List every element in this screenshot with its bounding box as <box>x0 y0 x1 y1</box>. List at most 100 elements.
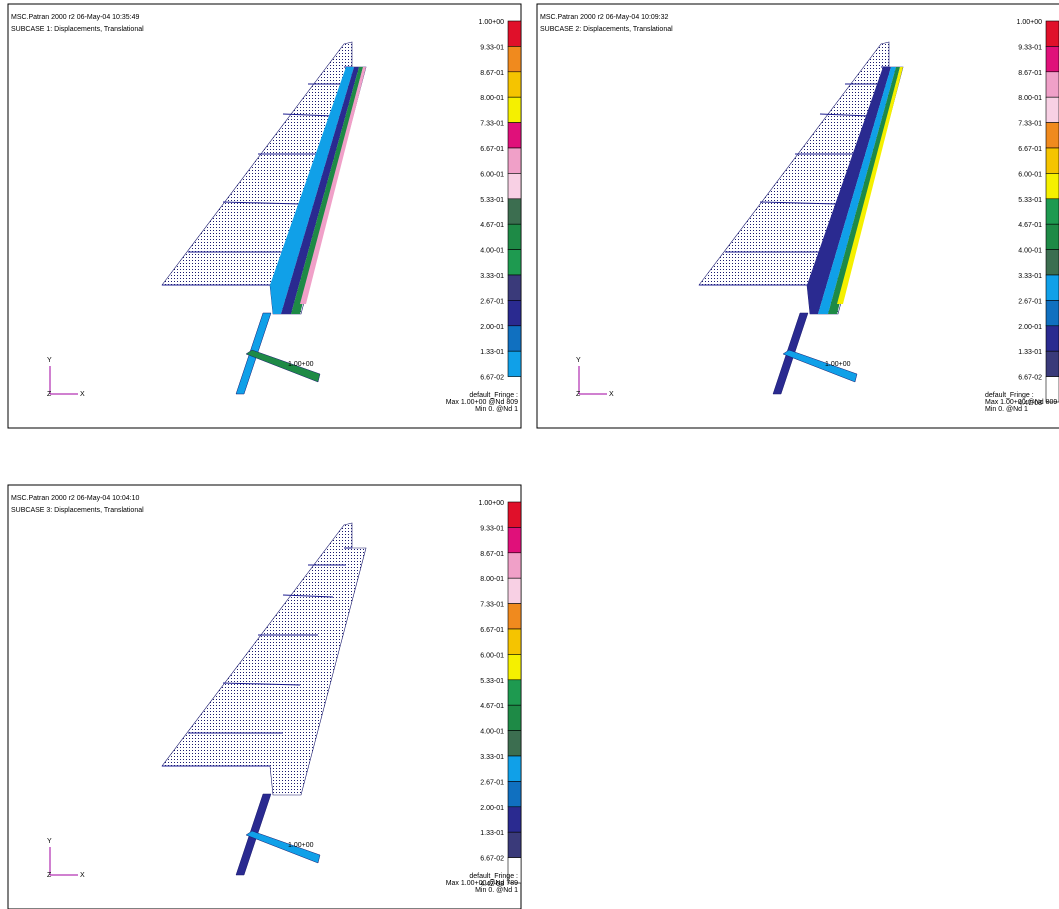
legend-swatch <box>507 198 522 225</box>
tail-plane <box>245 830 321 864</box>
tail-plane <box>245 349 321 383</box>
legend-swatch <box>1045 20 1059 47</box>
wing-model: 1.00+00 <box>161 41 367 395</box>
fringe-strip <box>270 67 354 314</box>
axis-label: Z <box>47 872 52 879</box>
legend-swatch <box>507 857 522 884</box>
legend-swatch <box>1045 147 1059 174</box>
legend-label: 9.33-01 <box>480 525 504 532</box>
legend-label: 1.33-01 <box>480 830 504 837</box>
max-marker-label: 1.00+00 <box>288 842 314 849</box>
legend-label: 8.00-01 <box>480 576 504 583</box>
axis-label: Y <box>576 357 581 364</box>
legend-swatch <box>507 300 522 327</box>
panel: MSC.Patran 2000 r2 06-May-04 10:04:10 SUB… <box>7 484 522 909</box>
legend-swatch <box>507 96 522 123</box>
wing-model: 1.00+00 <box>698 41 904 395</box>
legend-label: 5.33-01 <box>480 678 504 685</box>
legend-label: 8.67-01 <box>1018 70 1042 77</box>
legend-swatch <box>507 350 522 377</box>
legend-label: 4.47-08 <box>480 881 504 888</box>
legend-swatch <box>507 552 522 579</box>
legend-label: 6.67-02 <box>1018 375 1042 382</box>
legend-swatch <box>507 122 522 149</box>
legend-swatch <box>507 527 522 554</box>
legend-swatch <box>507 46 522 73</box>
legend-swatch <box>1045 249 1059 276</box>
legend-swatch <box>507 71 522 98</box>
legend-swatch <box>1045 376 1059 403</box>
legend-label: 3.33-01 <box>480 754 504 761</box>
legend-label: 8.67-01 <box>480 70 504 77</box>
legend-label: 4.00-01 <box>480 248 504 255</box>
fringe-strip <box>291 67 363 314</box>
legend-label: 6.67-02 <box>480 375 504 382</box>
legend-swatch <box>1045 122 1059 149</box>
footer-line: Max 1.00+00 @Nd 809 <box>446 399 518 406</box>
legend-swatch <box>1045 96 1059 123</box>
axis-label: X <box>80 872 85 879</box>
header-line: MSC.Patran 2000 r2 06-May-04 10:09:32 <box>540 14 669 21</box>
legend-label: 2.67-01 <box>480 779 504 786</box>
rib-line <box>759 201 838 205</box>
axis-label: Z <box>576 391 581 398</box>
legend-swatch <box>1045 350 1059 377</box>
legend-swatch <box>1045 274 1059 301</box>
wing-mesh <box>161 522 367 796</box>
legend-swatch <box>507 679 522 706</box>
legend-label: 4.67-01 <box>480 703 504 710</box>
header-line: MSC.Patran 2000 r2 06-May-04 10:04:10 <box>11 495 140 502</box>
legend-swatch <box>1045 198 1059 225</box>
legend-swatch <box>507 730 522 757</box>
legend-label: 9.33-01 <box>480 44 504 51</box>
legend-label: 8.67-01 <box>480 551 504 558</box>
legend-label: 3.33-01 <box>1018 273 1042 280</box>
footer-line: Max 1.00+00 @Nd 789 <box>446 880 518 887</box>
legend-swatch <box>507 603 522 630</box>
legend-label: 9.33-01 <box>1018 44 1042 51</box>
legend-label: 1.33-01 <box>480 349 504 356</box>
legend-swatch <box>507 781 522 808</box>
axis-label: Y <box>47 838 52 845</box>
legend-label: 2.67-01 <box>480 298 504 305</box>
legend-label: 4.67-01 <box>1018 222 1042 229</box>
panel: MSC.Patran 2000 r2 06-May-04 10:35:49 SUB… <box>7 3 522 429</box>
rib-line <box>282 594 334 598</box>
legend-label: 7.33-01 <box>480 121 504 128</box>
footer-line: Min 0. @Nd 1 <box>475 887 518 894</box>
legend-label: 7.33-01 <box>1018 121 1042 128</box>
legend-label: 2.00-01 <box>1018 324 1042 331</box>
axis-label: X <box>609 391 614 398</box>
legend-swatch <box>507 325 522 352</box>
legend-label: 2.00-01 <box>480 805 504 812</box>
legend-swatch <box>1045 300 1059 327</box>
legend-swatch <box>507 274 522 301</box>
legend-label: 8.00-01 <box>1018 95 1042 102</box>
legend-swatch <box>507 577 522 604</box>
legend-swatch <box>507 704 522 731</box>
legend-swatch <box>507 223 522 250</box>
header-line: SUBCASE 1: Displacements, Translational <box>11 26 144 33</box>
header-line: SUBCASE 2: Displacements, Translational <box>540 26 673 33</box>
tail-plane <box>782 349 858 383</box>
wing-model: 1.00+00 <box>161 522 367 876</box>
fringe-strip <box>837 67 903 304</box>
footer-line: default_Fringe : <box>985 392 1034 399</box>
legend-swatch <box>507 654 522 681</box>
footer-line: Max 1.00+00 @Nd 809 <box>985 399 1057 406</box>
legend-swatch <box>507 831 522 858</box>
legend-swatch <box>1045 46 1059 73</box>
panel: MSC.Patran 2000 r2 06-May-04 10:09:32 SUB… <box>536 3 1059 429</box>
legend-label: 6.00-01 <box>480 652 504 659</box>
legend-label: 6.67-02 <box>480 856 504 863</box>
axis-label: Z <box>47 391 52 398</box>
legend-label: 6.00-01 <box>1018 171 1042 178</box>
legend-label: 2.00-01 <box>480 324 504 331</box>
legend-label: 4.00-01 <box>480 729 504 736</box>
legend-label: 8.00-01 <box>480 95 504 102</box>
axis-label: X <box>80 391 85 398</box>
legend-label: 2.67-01 <box>1018 298 1042 305</box>
rib-line <box>819 113 871 117</box>
legend-label: 4.67-01 <box>480 222 504 229</box>
header-line: SUBCASE 3: Displacements, Translational <box>11 507 144 514</box>
